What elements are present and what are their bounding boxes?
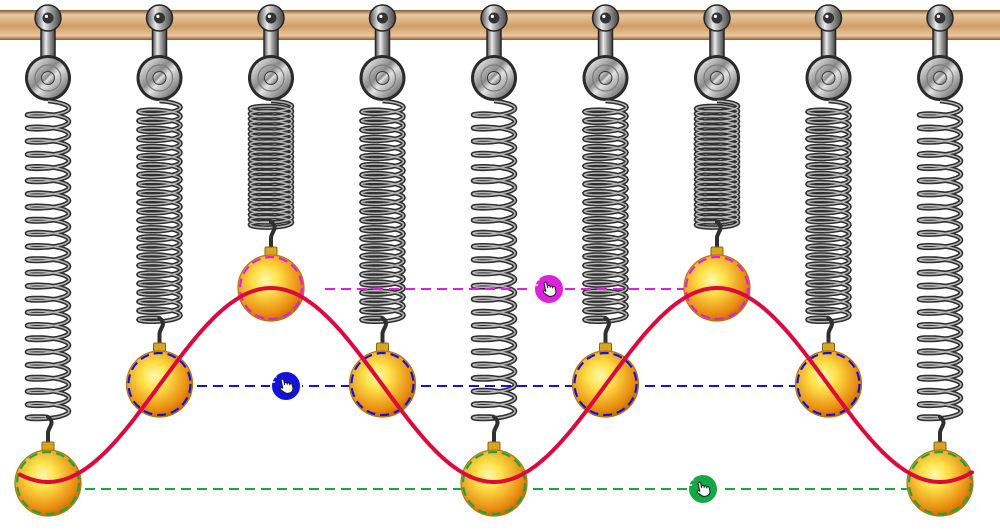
drag-handle-middle[interactable] xyxy=(270,370,302,402)
click-marks-icon xyxy=(270,373,277,383)
mass-level-ring xyxy=(350,351,415,417)
hanger-9 xyxy=(917,4,963,101)
eyelet-groove xyxy=(257,64,285,92)
hanger-hole xyxy=(600,12,611,24)
eyelet-hub xyxy=(264,71,278,85)
eyelet-hub xyxy=(821,71,836,85)
coil-spring-highlight xyxy=(137,100,182,323)
eyelet-groove xyxy=(814,64,843,92)
hanger-hole-glint xyxy=(490,14,494,18)
hanger-7 xyxy=(694,4,740,101)
hangers-layer xyxy=(25,4,963,101)
hanger-hole-glint xyxy=(602,14,606,18)
hanger-2 xyxy=(136,4,183,101)
hanger-6 xyxy=(582,4,629,101)
spring-9 xyxy=(916,98,964,445)
spring-3 xyxy=(247,98,295,250)
mass-level-ring xyxy=(461,450,527,516)
mass-level-ring xyxy=(15,450,81,516)
eyelet-groove xyxy=(480,64,508,92)
coil-spring-highlight xyxy=(249,100,293,229)
hanger-hole-glint xyxy=(379,14,383,18)
hanger-5 xyxy=(471,4,517,101)
spring-hook-wire xyxy=(46,415,54,445)
hand-pointer-icon xyxy=(696,481,711,497)
eyelet-hub xyxy=(41,71,55,85)
spring-hook-wire xyxy=(938,415,946,445)
spring-hook-wire xyxy=(157,316,166,346)
hanger-hole xyxy=(154,12,165,24)
mass-level-ring xyxy=(907,450,973,516)
drag-handle-top[interactable] xyxy=(533,273,565,305)
hanger-hole xyxy=(711,12,723,24)
hanger-hole-glint xyxy=(825,14,829,18)
spring-hook-wire xyxy=(380,316,389,346)
spring-hook-wire xyxy=(603,316,612,346)
eyelet-hub xyxy=(710,71,724,85)
spring-hook-wire xyxy=(826,316,835,346)
mass-level-ring xyxy=(796,351,861,417)
eyelet-hub xyxy=(598,71,613,85)
wave-curve xyxy=(18,286,974,484)
mass-level-ring xyxy=(127,351,192,417)
hanger-hole xyxy=(823,12,834,24)
eyelet-groove xyxy=(703,64,731,92)
hand-pointer-icon xyxy=(542,281,557,297)
hanger-3 xyxy=(248,4,294,101)
hanger-4 xyxy=(359,4,406,101)
spring-2 xyxy=(136,98,183,346)
hanger-hole-glint xyxy=(936,14,941,18)
mass-level-ring xyxy=(238,255,304,321)
click-marks-icon xyxy=(533,276,540,286)
coil-spring-highlight xyxy=(472,100,516,420)
hanger-hole-glint xyxy=(44,14,49,18)
hanger-hole xyxy=(42,12,54,24)
hanger-hole-glint xyxy=(713,14,718,18)
drag-handles-layer[interactable] xyxy=(270,273,719,505)
hanger-hole-glint xyxy=(156,14,160,18)
spring-6 xyxy=(582,98,629,346)
wave-layer xyxy=(18,286,974,484)
eyelet-hub xyxy=(933,71,947,85)
spring-hook-wire xyxy=(269,220,277,250)
eyelet-groove xyxy=(145,64,174,92)
mass-4 xyxy=(348,342,417,418)
mass-level-ring xyxy=(684,255,750,321)
spring-7 xyxy=(693,98,741,250)
eyelet-groove xyxy=(591,64,620,92)
spring-hook-wire xyxy=(715,220,723,250)
spring-5 xyxy=(470,98,518,445)
hanger-hole xyxy=(488,12,500,24)
spring-hook-wire xyxy=(492,415,500,445)
hanger-hole xyxy=(377,12,388,24)
mass-level-ring xyxy=(573,351,638,417)
coil-spring-highlight xyxy=(918,100,962,420)
spring-8 xyxy=(805,98,852,346)
eyelet-hub xyxy=(375,71,390,85)
eyelet-groove xyxy=(368,64,397,92)
eyelet-groove xyxy=(34,64,62,92)
spring-1 xyxy=(24,98,72,445)
coil-spring-highlight xyxy=(26,100,70,420)
hanger-1 xyxy=(25,4,71,101)
hanger-hole xyxy=(265,12,277,24)
coil-spring-highlight xyxy=(583,100,628,323)
coil-spring-highlight xyxy=(806,100,851,323)
springs-layer xyxy=(24,98,964,445)
coil-spring-highlight xyxy=(360,100,405,323)
spring-4 xyxy=(359,98,406,346)
eyelet-hub xyxy=(152,71,167,85)
eyelet-hub xyxy=(487,71,501,85)
click-marks-icon xyxy=(687,476,694,486)
eyelet-groove xyxy=(926,64,954,92)
hanger-8 xyxy=(805,4,852,101)
hand-pointer-icon xyxy=(279,378,294,394)
drag-handle-bottom[interactable] xyxy=(687,473,719,505)
coil-spring-highlight xyxy=(695,100,739,229)
hanger-hole-glint xyxy=(267,14,271,18)
hanger-hole xyxy=(934,12,946,24)
